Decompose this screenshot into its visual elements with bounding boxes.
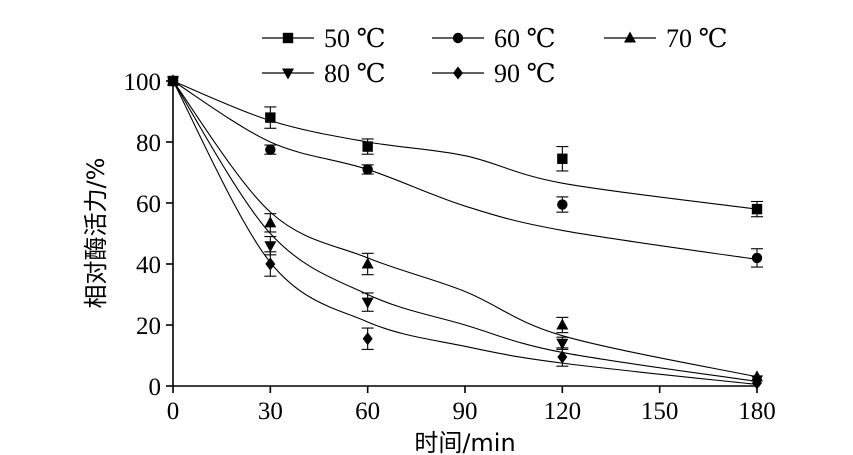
legend: 50 ℃ 60 ℃ 70 ℃ 80 ℃ 90 ℃ bbox=[262, 24, 728, 88]
data-point-series-2 bbox=[362, 164, 373, 175]
fit-curve-series-2 bbox=[172, 80, 758, 260]
x-tick-label: 120 bbox=[544, 398, 582, 425]
x-tick-label: 0 bbox=[167, 398, 180, 425]
error-bars bbox=[264, 106, 763, 367]
x-tick-label: 180 bbox=[738, 398, 776, 425]
data-point-series-2 bbox=[751, 252, 763, 264]
y-tick-label: 60 bbox=[136, 191, 161, 218]
legend-item: 60 ℃ bbox=[432, 24, 556, 53]
y-tick-label: 40 bbox=[136, 252, 161, 279]
y-tick-label: 80 bbox=[136, 130, 161, 157]
data-point-series-2 bbox=[265, 144, 276, 155]
data-point-series-3 bbox=[556, 318, 569, 330]
data-point-series-5 bbox=[168, 74, 178, 88]
data-point-series-5 bbox=[265, 257, 276, 271]
x-axis-label: 时间/min bbox=[414, 429, 515, 455]
legend-item: 70 ℃ bbox=[604, 24, 728, 53]
legend-marker bbox=[624, 31, 636, 43]
data-point-series-3 bbox=[264, 216, 277, 228]
x-tick-label: 30 bbox=[258, 398, 283, 425]
data-point-series-1 bbox=[557, 153, 568, 164]
data-point-series-1 bbox=[751, 203, 763, 215]
legend-label: 50 ℃ bbox=[324, 24, 386, 53]
legend-label: 70 ℃ bbox=[666, 24, 728, 53]
axes: 0 30 60 90 120 150 180 0 20 40 60 80 100 bbox=[124, 69, 776, 425]
data-point-series-5 bbox=[557, 350, 568, 364]
fit-curve-series-5 bbox=[172, 80, 758, 386]
y-tick-label: 20 bbox=[136, 313, 161, 340]
legend-marker bbox=[452, 32, 464, 44]
y-axis-label: 相对酶活力/% bbox=[82, 158, 110, 309]
data-point-series-3 bbox=[361, 257, 374, 269]
legend-label: 90 ℃ bbox=[494, 59, 556, 88]
fit-curve-series-1 bbox=[172, 80, 758, 210]
data-point-series-4 bbox=[361, 297, 374, 309]
data-point-series-5 bbox=[752, 376, 762, 390]
fit-curves bbox=[172, 80, 758, 386]
legend-marker bbox=[282, 32, 294, 44]
data-point-series-2 bbox=[557, 199, 568, 210]
legend-marker bbox=[282, 68, 294, 80]
legend-item: 50 ℃ bbox=[262, 24, 386, 53]
data-markers bbox=[167, 74, 763, 390]
legend-item: 80 ℃ bbox=[262, 59, 386, 88]
data-point-series-4 bbox=[556, 338, 569, 350]
x-tick-label: 150 bbox=[641, 398, 679, 425]
fit-curve-series-4 bbox=[172, 80, 758, 382]
data-point-series-4 bbox=[264, 241, 277, 253]
y-tick-label: 0 bbox=[149, 374, 162, 401]
legend-label: 60 ℃ bbox=[494, 24, 556, 53]
legend-item: 90 ℃ bbox=[432, 59, 556, 88]
x-tick-label: 90 bbox=[453, 398, 478, 425]
fit-curve-series-3 bbox=[172, 80, 758, 378]
data-point-series-1 bbox=[362, 141, 373, 152]
x-tick-label: 60 bbox=[355, 398, 380, 425]
legend-label: 80 ℃ bbox=[324, 59, 386, 88]
y-tick-label: 100 bbox=[124, 69, 162, 96]
data-point-series-5 bbox=[362, 332, 373, 346]
data-point-series-1 bbox=[265, 112, 276, 123]
legend-marker bbox=[453, 66, 463, 80]
